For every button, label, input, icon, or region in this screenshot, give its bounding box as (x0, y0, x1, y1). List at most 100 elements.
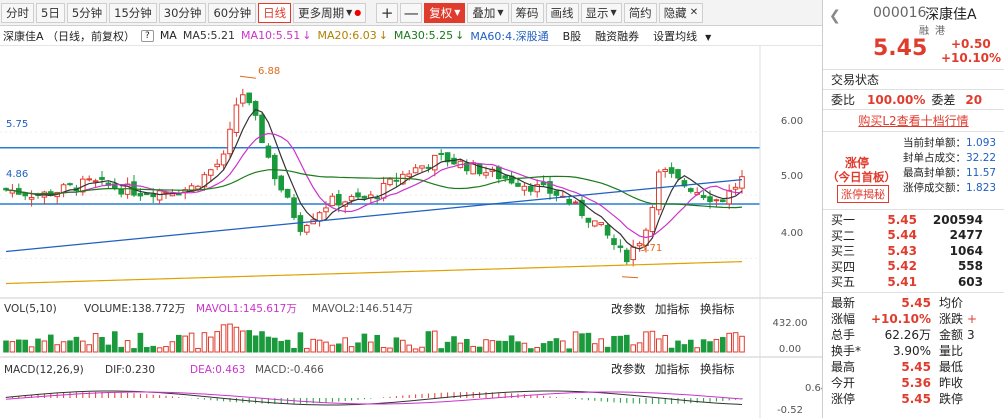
tab-15min[interactable]: 15分钟 (109, 2, 157, 23)
volume-bar (86, 344, 93, 353)
stat-label: 昨收 (939, 376, 964, 390)
bid-row[interactable]: 买二 5.44 2477 (831, 228, 1004, 244)
volume-bar (572, 331, 579, 353)
more-periods-button[interactable]: 更多周期 ▼ ● (293, 2, 367, 23)
notification-dot-icon: ● (354, 8, 362, 17)
volume-bar (156, 347, 163, 353)
stat-label: 均价 (939, 296, 964, 310)
margin-trading-link[interactable]: 融资融券 (595, 29, 640, 43)
add-indicator-button[interactable]: 加指标 (655, 302, 690, 316)
candle-body (374, 197, 380, 200)
display-dropdown[interactable]: 显示 ▼ (580, 2, 622, 23)
candle-body (393, 179, 400, 182)
set-ma-dropdown[interactable]: 设置均线 ▼ (653, 28, 717, 44)
bid-row[interactable]: 买五 5.41 603 (831, 274, 1004, 290)
price-panel (0, 75, 760, 285)
dif-value: DIF:0.230 (105, 364, 155, 376)
candle-body (137, 193, 144, 197)
quote-header: ❮ 000016 深康佳A 融 港 5.45 +0.50 +10.10% (823, 0, 1004, 70)
zoom-in-button[interactable]: + (376, 2, 399, 23)
candle-body (214, 163, 220, 168)
tab-daily[interactable]: 日线 (258, 2, 292, 23)
bid-label: 买一 (831, 213, 856, 228)
tab-5min[interactable]: 5分钟 (66, 2, 108, 23)
add-indicator-button[interactable]: 加指标 (655, 362, 690, 376)
seal-value: 1.823 (966, 182, 997, 194)
edit-param-button[interactable]: 改参数 (611, 302, 646, 316)
hide-label: 隐藏 (663, 5, 687, 20)
fuquan-dropdown[interactable]: 复权 ▼ (424, 2, 466, 23)
help-icon[interactable]: ? (141, 29, 154, 42)
overlay-label: 叠加 (472, 5, 496, 20)
bid-row[interactable]: 买三 5.43 1064 (831, 243, 1004, 259)
volume-bar (560, 340, 566, 353)
volume-bar (342, 337, 348, 353)
seal-row: 封单占成交：32.22 (903, 151, 996, 166)
seal-value: 32.22 (966, 152, 997, 164)
candle-body (419, 165, 425, 169)
volume-bar (176, 334, 182, 353)
swap-indicator-button[interactable]: 换指标 (700, 302, 735, 316)
bid-row[interactable]: 买四 5.42 558 (831, 259, 1004, 275)
dea-line (5, 391, 743, 405)
candle-body (656, 171, 662, 211)
back-arrow-icon[interactable]: ❮ (829, 8, 841, 24)
tab-intraday[interactable]: 分时 (1, 2, 34, 23)
simple-mode-button[interactable]: 简约 (623, 2, 657, 23)
tab-30min[interactable]: 30分钟 (158, 2, 207, 23)
buy-l2-link[interactable]: 购买L2查看十档行情 (823, 110, 1004, 132)
macd-bars (5, 390, 743, 406)
arrow-down-icon: ↓ (302, 29, 312, 42)
volume-bar (329, 344, 336, 353)
ma60-value[interactable]: MA60:4.深股通 (470, 29, 549, 43)
candle-body (649, 207, 656, 233)
vol-tick-label: 432.00 (773, 318, 808, 329)
candle-body (220, 153, 227, 166)
limit-up-reveal-button[interactable]: 涨停揭秘 (837, 185, 889, 203)
order-ratio-row: 委比 100.00% 委差 20 (823, 90, 1004, 110)
volume-bar (137, 332, 144, 353)
macd-tick-label: 0.64 (805, 383, 828, 394)
bid-label: 买四 (831, 259, 856, 274)
bid-volume: 603 (957, 274, 983, 289)
stat-label: 跌停 (939, 392, 964, 406)
candle-body (272, 154, 278, 180)
volume-bar (265, 336, 272, 353)
bid-price: 5.42 (887, 259, 917, 274)
volume-bar (444, 341, 451, 353)
volume-bar (214, 331, 220, 353)
kline-chart[interactable]: 6.00 5.00 4.00 5.75 4.86 6.88 3.71 VOL(5… (0, 46, 822, 418)
chips-button[interactable]: 筹码 (510, 2, 544, 23)
candle-body (156, 190, 163, 201)
overlay-dropdown[interactable]: 叠加 ▼ (467, 2, 509, 23)
draw-line-button[interactable]: 画线 (545, 2, 579, 23)
volume-bar (496, 340, 502, 353)
stat-value: 5.36 (901, 375, 931, 390)
volume-bar (419, 346, 425, 353)
b-shares-link[interactable]: B股 (562, 29, 582, 43)
stats-list: 最新 5.45 均价 涨幅 +10.10% 涨跌 + 总手 62.26万 金额 3 换手* 3.9… (823, 293, 1004, 407)
volume-bar (9, 341, 16, 353)
volume-bar (316, 339, 323, 353)
volume-bar (470, 345, 476, 353)
edit-param-button[interactable]: 改参数 (611, 362, 646, 376)
tab-5day[interactable]: 5日 (36, 2, 65, 23)
candle-body (284, 188, 291, 198)
candle-body (681, 180, 688, 187)
volume-bar (41, 340, 48, 353)
candle-body (502, 175, 508, 179)
order-diff-value: 20 (965, 92, 983, 107)
bid-row[interactable]: 买一 5.45 200594 (831, 212, 1004, 228)
arrow-down-icon: ↓ (378, 29, 388, 42)
volume-bar (35, 338, 41, 353)
stat-row: 最高 5.45 最低 (831, 359, 1004, 375)
volume-bar (195, 347, 201, 353)
volume-bar (380, 346, 387, 353)
hide-button[interactable]: 隐藏 ✕ (658, 2, 704, 23)
volume-bar (656, 338, 662, 353)
zoom-out-button[interactable]: — (400, 2, 423, 23)
tab-60min[interactable]: 60分钟 (208, 2, 257, 23)
swap-indicator-button[interactable]: 换指标 (700, 362, 735, 376)
seal-row: 最高封单额：11.57 (903, 166, 996, 181)
volume-bar (150, 345, 156, 353)
